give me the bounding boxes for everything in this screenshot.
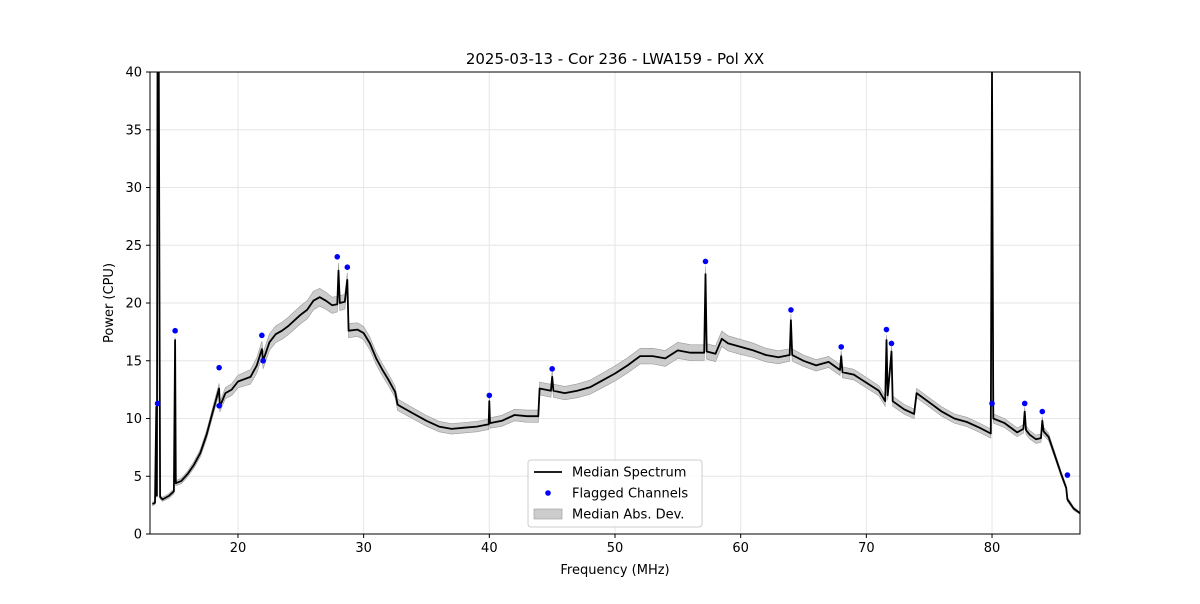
- y-tick-label: 5: [134, 470, 142, 485]
- y-tick-label: 0: [134, 528, 142, 543]
- flagged-channel-point: [486, 392, 493, 399]
- y-tick-label: 15: [125, 354, 142, 369]
- legend-label: Median Spectrum: [572, 466, 686, 481]
- flagged-channel-point: [838, 344, 845, 350]
- y-tick-label: 10: [125, 412, 142, 427]
- flagged-channel-point: [216, 364, 222, 371]
- flagged-channel-point: [1039, 408, 1046, 415]
- flagged-channel-point: [883, 326, 890, 333]
- flagged-channel-point: [549, 366, 555, 372]
- x-axis-label: Frequency (MHz): [560, 563, 669, 578]
- tick-layer: 20 30 40 50 60 70 80 0 5 10 15 20 25 30 35 40: [125, 66, 1000, 557]
- flagged-channel-point: [260, 357, 266, 364]
- legend-band-swatch: [533, 508, 563, 520]
- legend: Median Spectrum Flagged Channels Median Ab…: [527, 459, 703, 528]
- y-tick-label: 25: [125, 239, 142, 254]
- x-tick-label: 60: [732, 541, 749, 556]
- flagged-point-layer: [154, 253, 1071, 478]
- flagged-channel-point: [216, 402, 222, 409]
- median-spectrum-line: [152, 72, 1080, 514]
- y-tick-label: 40: [125, 66, 142, 81]
- flagged-channel-point: [344, 264, 351, 270]
- x-tick-label: 80: [984, 541, 1001, 556]
- mad-band: [152, 182, 1080, 515]
- flagged-channel-point: [154, 400, 161, 407]
- flagged-channel-point: [702, 258, 709, 265]
- legend-label: Flagged Channels: [572, 487, 688, 502]
- flagged-channel-point: [788, 307, 794, 313]
- legend-point-swatch: [545, 490, 551, 496]
- median-line-layer: [152, 72, 1080, 514]
- flagged-channel-point: [259, 332, 265, 339]
- plot-area: [152, 72, 1080, 515]
- mad-band-layer: [152, 182, 1080, 515]
- legend-label: Median Abs. Dev.: [572, 508, 684, 523]
- flagged-channel-point: [888, 340, 895, 347]
- x-tick-label: 70: [858, 541, 875, 556]
- chart-title: 2025-03-13 - Cor 236 - LWA159 - Pol XX: [466, 50, 764, 68]
- flagged-channel-point: [334, 253, 341, 260]
- flagged-channel-point: [1021, 400, 1028, 407]
- x-tick-label: 40: [481, 541, 498, 556]
- flagged-channel-point: [172, 327, 178, 334]
- flagged-channel-point: [1064, 472, 1071, 478]
- y-tick-label: 35: [125, 123, 142, 138]
- flagged-channel-point: [989, 400, 995, 407]
- x-tick-label: 20: [230, 541, 247, 556]
- legend-box: [527, 459, 703, 528]
- y-axis-label: Power (CPU): [102, 263, 117, 343]
- x-tick-label: 50: [607, 541, 624, 556]
- y-tick-label: 30: [125, 181, 142, 196]
- y-tick-label: 20: [125, 297, 142, 312]
- x-tick-label: 30: [355, 541, 372, 556]
